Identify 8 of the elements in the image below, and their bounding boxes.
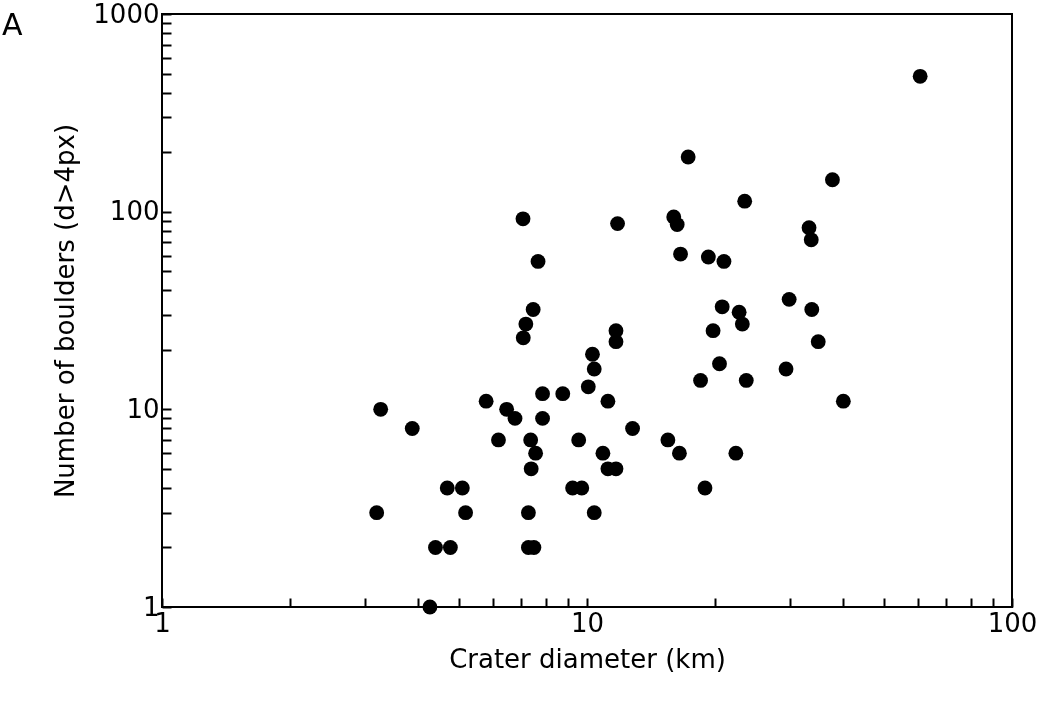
x-tick-label: 100	[987, 607, 1038, 638]
y-tick-label: 1000	[93, 0, 160, 29]
y-tick-label: 100	[109, 196, 160, 227]
y-tick-label: 10	[126, 393, 160, 424]
x-tick-label: 10	[570, 607, 605, 638]
y-axis-title: Number of boulders (d>4px)	[50, 123, 81, 499]
x-axis-title: Crater diameter (km)	[449, 643, 726, 674]
text: A	[2, 7, 23, 42]
